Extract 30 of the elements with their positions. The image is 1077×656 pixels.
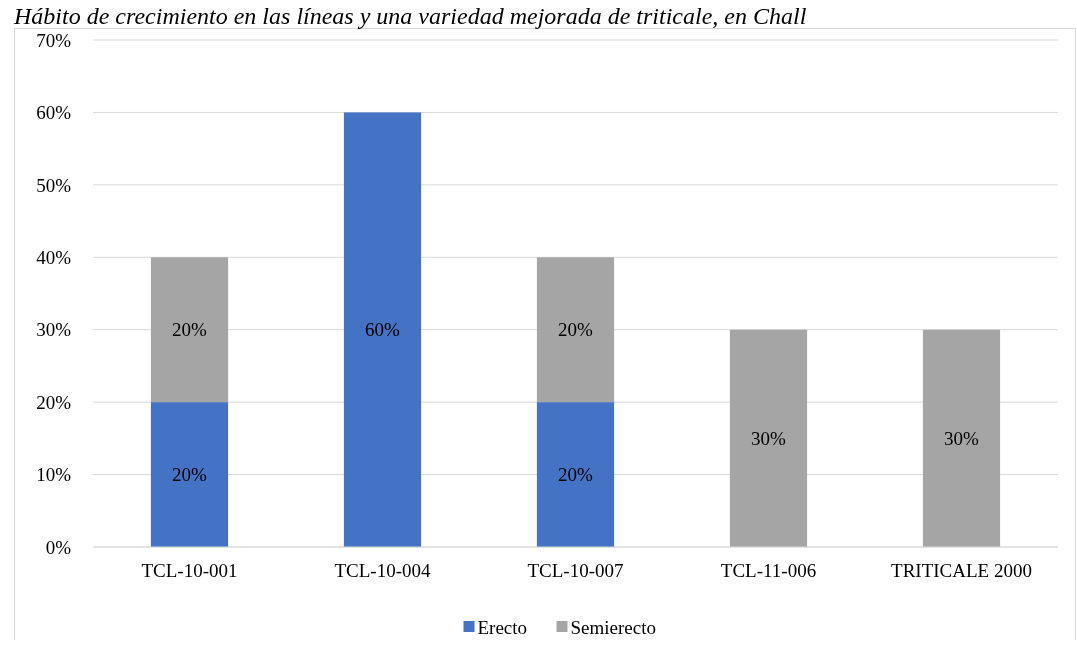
bar [536, 402, 615, 547]
data-label: 30% [944, 428, 980, 450]
data-label: 20% [172, 319, 208, 341]
y-tick-label: 40% [36, 246, 72, 268]
bar [150, 257, 229, 403]
chart-title: Hábito de crecimiento en las líneas y una variedad mejorada de triticale, en Chall [13, 3, 807, 29]
x-tick-label: TCL-11-006 [720, 560, 817, 581]
legend-label: Semierecto [570, 616, 656, 638]
y-tick-label: 0% [45, 536, 72, 558]
y-tick-label: 20% [36, 391, 72, 413]
data-label: 20% [558, 464, 594, 486]
x-tick-label: TCL-10-004 [334, 560, 432, 581]
y-tick-label: 10% [36, 464, 72, 486]
x-tick-label: TCL-10-007 [527, 560, 624, 581]
y-tick-label: 60% [36, 102, 72, 124]
x-tick-label: TCL-10-001 [141, 560, 238, 581]
y-tick-label: 50% [36, 174, 72, 196]
bar [729, 329, 808, 547]
bar [922, 329, 1001, 547]
legend-label: Erecto [477, 616, 528, 638]
data-label: 20% [558, 319, 594, 341]
y-tick-label: 30% [36, 319, 72, 341]
bar [150, 402, 229, 547]
data-label: 30% [751, 428, 787, 450]
data-label: 60% [365, 319, 401, 341]
bar [343, 112, 422, 547]
data-label: 20% [172, 464, 208, 486]
x-tick-label: TRITICALE 2000 [891, 560, 1032, 581]
y-tick-label: 70% [36, 29, 72, 51]
bar [536, 257, 615, 403]
